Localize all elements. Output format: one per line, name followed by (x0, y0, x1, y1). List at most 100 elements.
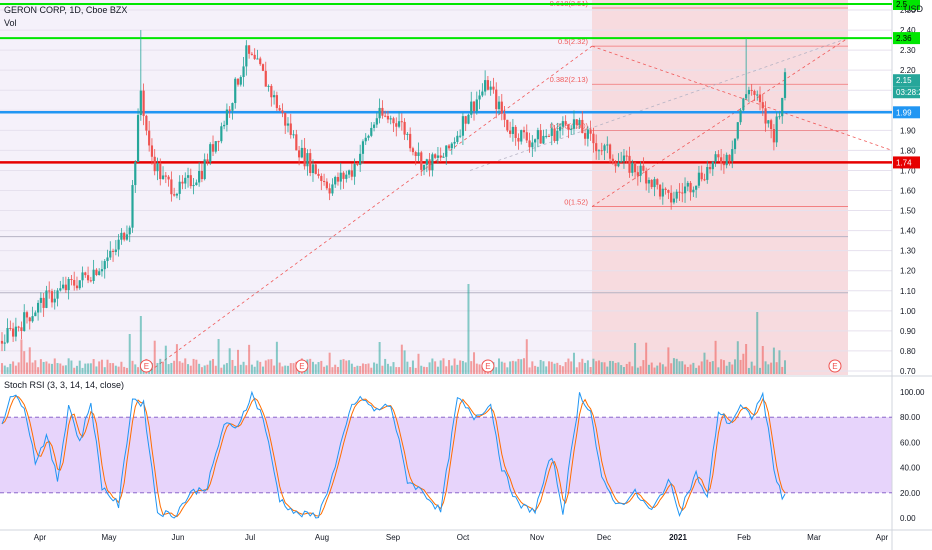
volume-bar (223, 364, 226, 374)
volume-bar (772, 347, 775, 374)
candle-body (125, 234, 129, 240)
volume-legend[interactable]: Vol (4, 18, 17, 28)
volume-bar (384, 358, 387, 374)
stoch-rsi-legend[interactable]: Stoch RSI (3, 3, 14, 14, close) (4, 380, 125, 390)
symbol-title[interactable]: GERON CORP, 1D, Cboe BZX (4, 5, 128, 15)
volume-bar (631, 366, 634, 374)
volume-bar (539, 359, 542, 374)
volume-bar (259, 361, 262, 374)
candle-body (386, 116, 390, 120)
volume-bar (37, 367, 40, 374)
time-tick-label: Feb (737, 533, 751, 542)
volume-bar (459, 360, 462, 374)
volume-bar (564, 362, 567, 374)
time-tick-label: Nov (530, 533, 544, 542)
volume-bar (237, 349, 240, 374)
candle-body (470, 101, 473, 115)
candle-body (9, 327, 12, 329)
price-tick-label: 1.90 (900, 126, 916, 135)
volume-bar (164, 345, 167, 374)
candle-body (531, 142, 534, 148)
earnings-marker-label: E (832, 362, 837, 371)
volume-bar (103, 367, 106, 374)
candle-body (56, 290, 59, 299)
rsi-tick-label: 0.00 (900, 514, 916, 523)
fib-level-label: 0(1.52) (564, 198, 588, 207)
volume-bar (75, 365, 78, 374)
earnings-marker-label: E (485, 362, 490, 371)
price-tick-label: 0.90 (900, 327, 916, 336)
candle-body (645, 170, 648, 184)
candle-body (625, 155, 628, 157)
candle-body (686, 182, 689, 187)
volume-bar (778, 350, 781, 374)
volume-bar (628, 361, 631, 374)
candle-body (683, 186, 687, 194)
volume-bar (361, 363, 364, 374)
volume-bar (511, 360, 514, 374)
candle-body (170, 179, 173, 195)
trend-line (149, 45, 593, 372)
volume-bar (553, 363, 556, 374)
candle-body (542, 135, 545, 144)
volume-bar (89, 363, 92, 374)
volume-bar (109, 363, 112, 374)
candle-body (167, 176, 170, 180)
volume-bar (125, 367, 128, 374)
candle-body (633, 162, 637, 173)
candle-body (550, 128, 553, 136)
volume-bar (775, 362, 778, 374)
candle-body (370, 127, 373, 136)
volume-bar (592, 358, 595, 374)
price-tick-label: 2.30 (900, 46, 916, 55)
candle-body (564, 121, 567, 125)
candle-body (275, 95, 278, 109)
candle-body (511, 126, 514, 134)
candle-body (522, 130, 526, 133)
price-badge (893, 86, 920, 99)
volume-bar (123, 366, 126, 374)
volume-bar (350, 363, 353, 374)
candle-body (148, 130, 151, 146)
volume-bar (106, 359, 109, 374)
volume-bar (600, 362, 603, 374)
volume-bar (450, 365, 453, 374)
candle-body (267, 85, 270, 87)
volume-bar (411, 360, 414, 374)
earnings-marker (139, 359, 153, 373)
volume-bar (375, 363, 378, 374)
candle-body (142, 90, 145, 116)
candle-body (353, 164, 356, 177)
volume-bar (270, 359, 273, 374)
volume-bar (589, 367, 592, 374)
candle-body (750, 89, 753, 91)
volume-bar (745, 344, 748, 374)
candle-body (161, 175, 165, 180)
volume-bar (359, 365, 362, 374)
candle-body (497, 101, 501, 110)
candle-body (617, 162, 620, 167)
candle-body (178, 181, 181, 194)
volume-bar (398, 367, 401, 374)
candle-body (270, 85, 273, 98)
candle-body (284, 112, 287, 126)
volume-bar (389, 366, 392, 374)
volume-bar (200, 367, 203, 374)
candle-body (0, 340, 4, 344)
volume-bar (256, 360, 259, 374)
candle-body (639, 165, 642, 176)
candle-body (478, 95, 481, 100)
candle-body (417, 152, 420, 156)
volume-bar (689, 364, 692, 374)
candle-body (722, 163, 726, 166)
volume-bar (353, 366, 356, 374)
price-tick-label: 1.70 (900, 166, 916, 175)
candle-body (314, 164, 317, 174)
volume-bar (561, 366, 564, 374)
currency-label[interactable]: USD (904, 4, 924, 14)
volume-bar (709, 361, 712, 374)
volume-bar (242, 361, 245, 374)
volume-bar (761, 346, 764, 374)
